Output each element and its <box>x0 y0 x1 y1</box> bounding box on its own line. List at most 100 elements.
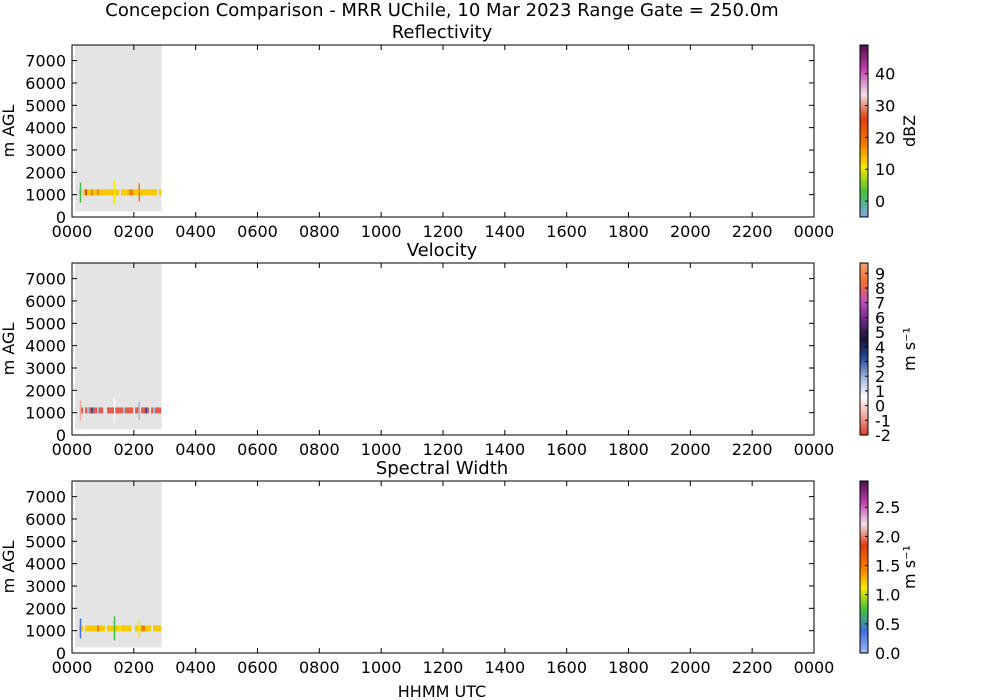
y-tick-label: 3000 <box>25 577 66 596</box>
radar-cell <box>125 625 128 632</box>
y-tick-label: 7000 <box>25 52 66 71</box>
colorbar-tick-label: 0 <box>875 397 885 416</box>
radar-cell <box>83 189 86 196</box>
radar-cell <box>131 189 134 196</box>
x-axis-label: HHMM UTC <box>398 682 486 700</box>
radar-cell <box>87 407 90 414</box>
x-tick-label: 2200 <box>732 440 773 459</box>
radar-cell <box>141 189 144 196</box>
radar-cell <box>99 625 102 632</box>
colorbar-tick-label: 2.5 <box>875 498 900 517</box>
radar-cell <box>135 625 138 632</box>
radar-spike <box>113 616 116 641</box>
radar-cell <box>147 407 150 414</box>
x-tick-label: 1600 <box>546 440 587 459</box>
colorbar-tick-label: 0.5 <box>875 615 900 634</box>
radar-cell <box>153 625 156 632</box>
colorbar-tick-label: 40 <box>875 65 895 84</box>
radar-cell <box>115 407 118 414</box>
radar-cell <box>81 407 84 414</box>
y-tick-label: 7000 <box>25 270 66 289</box>
colorbar-tick-label: 9 <box>875 264 885 283</box>
y-tick-label: 4000 <box>25 555 66 574</box>
radar-cell <box>127 189 130 196</box>
radar-layer <box>79 616 162 641</box>
radar-cell <box>93 625 96 632</box>
radar-cell <box>107 625 110 632</box>
radar-spike <box>79 182 82 203</box>
x-tick-label: 2200 <box>732 658 773 677</box>
radar-cell <box>153 407 156 414</box>
y-tick-label: 3000 <box>25 359 66 378</box>
x-tick-label: 0400 <box>175 658 216 677</box>
radar-cell <box>151 407 154 414</box>
radar-cell <box>135 189 138 196</box>
y-tick-label: 5000 <box>25 532 66 551</box>
x-tick-label: 0600 <box>237 440 278 459</box>
radar-cell <box>123 189 126 196</box>
colorbar-tick-label: -1 <box>875 411 891 430</box>
x-tick-label: 0000 <box>52 440 93 459</box>
x-tick-label: 0000 <box>794 440 835 459</box>
x-tick-label: 1600 <box>546 222 587 241</box>
radar-cell <box>99 407 102 414</box>
radar-cell <box>89 625 92 632</box>
radar-cell <box>91 625 94 632</box>
colorbar-tick-label: 0 <box>875 192 885 211</box>
radar-cell <box>109 625 112 632</box>
y-tick-label: 3000 <box>25 141 66 160</box>
radar-cell <box>143 407 146 414</box>
radar-cell <box>85 407 88 414</box>
radar-spike <box>138 619 140 638</box>
colorbar <box>859 480 869 654</box>
x-tick-label: 2000 <box>670 440 711 459</box>
panel-title: Reflectivity <box>392 22 493 43</box>
radar-layer <box>79 398 162 423</box>
y-tick-label: 5000 <box>25 314 66 333</box>
radar-cell <box>85 189 88 196</box>
radar-cell <box>141 625 144 632</box>
radar-cell <box>153 189 156 196</box>
radar-cell <box>81 625 84 632</box>
radar-cell <box>129 407 132 414</box>
radar-cell <box>131 407 134 414</box>
radar-cell <box>155 407 158 414</box>
radar-cell <box>121 625 124 632</box>
x-tick-label: 0600 <box>237 658 278 677</box>
radar-cell <box>95 407 98 414</box>
radar-layer <box>79 180 162 205</box>
colorbar-label: m s⁻¹ <box>900 545 919 589</box>
x-tick-label: 1800 <box>608 440 649 459</box>
radar-spike <box>138 183 140 202</box>
x-tick-label: 0000 <box>52 658 93 677</box>
radar-cell <box>127 407 130 414</box>
radar-cell <box>115 625 118 632</box>
y-tick-label: 1000 <box>25 186 66 205</box>
radar-cell <box>139 625 142 632</box>
radar-cell <box>89 189 92 196</box>
colorbar-tick-label: 2 <box>875 367 885 386</box>
panel-spectral-width: Spectral Width 0000 0200 0400 0600 0800 1000 12… <box>0 458 919 677</box>
y-tick-label: 2000 <box>25 381 66 400</box>
colorbar-tick-label: 1.5 <box>875 557 900 576</box>
colorbar-tick-label: 20 <box>875 128 895 147</box>
radar-cell <box>115 189 118 196</box>
y-tick-label: 2000 <box>25 599 66 618</box>
radar-cell <box>99 189 102 196</box>
radar-cell <box>123 407 126 414</box>
radar-cell <box>97 407 100 414</box>
radar-cell <box>157 407 160 414</box>
radar-cell <box>157 625 160 632</box>
radar-cell <box>117 189 120 196</box>
colorbar-tick-label: 4 <box>875 338 885 357</box>
data-window <box>75 481 162 648</box>
x-tick-label: 0600 <box>237 222 278 241</box>
panel-title: Velocity <box>407 240 478 261</box>
y-axis-label: m AGL <box>0 541 18 594</box>
colorbar <box>859 44 869 218</box>
x-tick-label: 1600 <box>546 658 587 677</box>
radar-cell <box>111 625 114 632</box>
